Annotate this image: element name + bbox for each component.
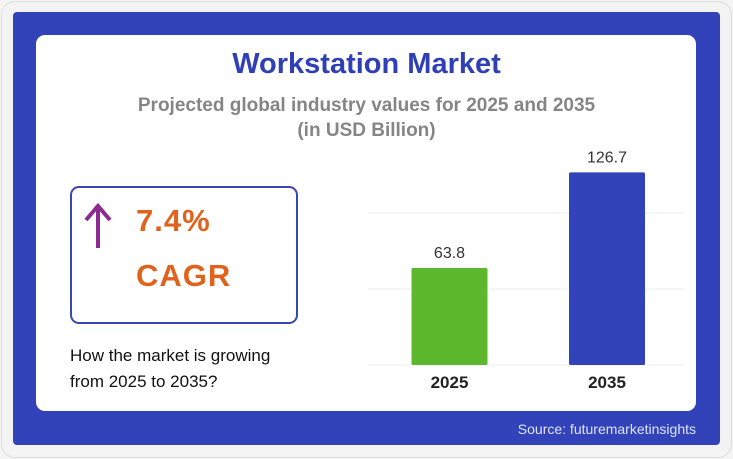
cagr-box <box>70 186 298 324</box>
arrow-up-icon <box>84 202 112 248</box>
subtitle-unit: (in USD Billion) <box>297 120 436 141</box>
cagr-value: 7.4% <box>136 203 211 238</box>
page-title: Workstation Market <box>232 48 501 80</box>
question-line1: How the market is growing <box>70 346 271 365</box>
cagr-label: CAGR <box>136 258 232 293</box>
data-label: 63.8 <box>434 245 465 262</box>
source-text: Source: futuremarketinsights <box>517 421 696 437</box>
question-line2: from 2025 to 2035? <box>70 372 218 391</box>
data-label: 126.7 <box>587 149 627 166</box>
x-tick-label: 2035 <box>588 373 626 392</box>
bar-2025 <box>411 268 488 365</box>
bar-2035 <box>569 172 645 365</box>
subtitle: Projected global industry values for 202… <box>137 95 596 116</box>
x-tick-label: 2025 <box>431 373 469 392</box>
